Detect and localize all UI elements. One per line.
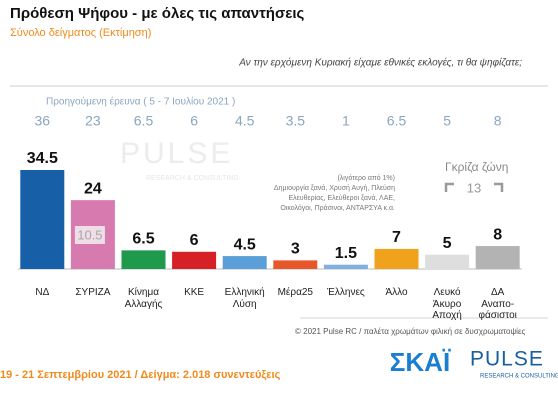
note: (λιγότερο από 1%) Δημιουργία ξανά, Χρυσή … <box>240 174 395 215</box>
category-label: ΔΑ Αναπο- φάσιστοι <box>478 287 517 321</box>
bar <box>20 170 65 269</box>
grey-zone-label: Γκρίζα ζώνη <box>445 160 508 174</box>
previous-value: 6.5 <box>387 113 407 129</box>
category-label: Ελληνική Λύση <box>224 287 265 310</box>
data-label: 6.5 <box>132 231 154 248</box>
copyright: © 2021 Pulse RC / παλέτα χρωμάτων φιλική… <box>295 327 526 336</box>
category-label: Έλληνες <box>327 287 365 298</box>
grey-zone-value: 13 <box>467 180 481 195</box>
previous-value: 1 <box>342 113 350 129</box>
lead-box <box>74 226 105 244</box>
logo-pulse: PULSE <box>470 348 544 371</box>
category-label: ΣΥΡΙΖΑ <box>75 287 111 298</box>
watermark: PULSE <box>120 137 233 170</box>
previous-value: 3.5 <box>286 113 306 129</box>
category-label: Κίνημα Αλλαγής <box>124 287 163 310</box>
data-label: 34.5 <box>27 150 58 167</box>
bar <box>121 250 166 269</box>
previous-value: 8 <box>494 113 502 129</box>
data-label: 7 <box>392 229 401 246</box>
category-label: ΚΚΕ <box>184 287 205 298</box>
previous-value: 5 <box>443 113 451 129</box>
category-label: Λευκό Άκυρο Αποχή <box>432 287 462 321</box>
watermark-sub: RESEARCH & CONSULTING <box>146 175 239 182</box>
data-label: 24 <box>84 180 102 197</box>
note-body: Δημιουργία ξανά, Χρυσή Αυγή, Πλεύση Ελευ… <box>273 185 395 213</box>
data-label: 1.5 <box>335 245 357 262</box>
previous-value: 36 <box>35 113 51 129</box>
bar <box>273 260 318 269</box>
data-label: 8 <box>493 226 502 243</box>
category-label: ΝΔ <box>35 287 50 298</box>
bar <box>323 264 368 269</box>
logo-skai: ΣΚΑΪ <box>390 347 451 377</box>
previous-value: 23 <box>85 113 101 129</box>
data-label: 4.5 <box>234 236 256 253</box>
previous-value: 4.5 <box>235 113 255 129</box>
previous-label: Προηγούμενη έρευνα ( 5 - 7 Ιουλίου 2021 … <box>46 96 235 108</box>
category-label: Άλλο <box>385 287 408 298</box>
logo-pulse-sub: RESEARCH & CONSULTING <box>480 374 558 380</box>
title: Πρόθεση Ψήφου - με όλες τις απαντήσεις <box>10 5 304 22</box>
bar <box>374 248 419 269</box>
data-label: 3 <box>291 241 300 258</box>
bar <box>475 246 520 269</box>
footer: 19 - 21 Σεπτεμβρίου 2021 / Δείγμα: 2.018… <box>0 369 281 381</box>
data-label: 5 <box>443 235 452 252</box>
category-label: Μέρα25 <box>277 287 313 298</box>
bar <box>172 251 217 269</box>
note-title: (λιγότερο από 1%) <box>337 175 395 182</box>
lead-label: 10.5 <box>77 227 102 242</box>
question: Αν την ερχόμενη Κυριακή είχαμε εθνικές ε… <box>238 57 522 69</box>
grey-zone-bracket <box>444 182 504 192</box>
bar <box>425 254 470 269</box>
previous-value: 6 <box>190 113 198 129</box>
bar <box>222 256 267 269</box>
data-label: 6 <box>190 232 199 249</box>
subtitle: Σύνολο δείγματος (Εκτίμηση) <box>10 27 151 39</box>
previous-value: 6.5 <box>134 113 154 129</box>
